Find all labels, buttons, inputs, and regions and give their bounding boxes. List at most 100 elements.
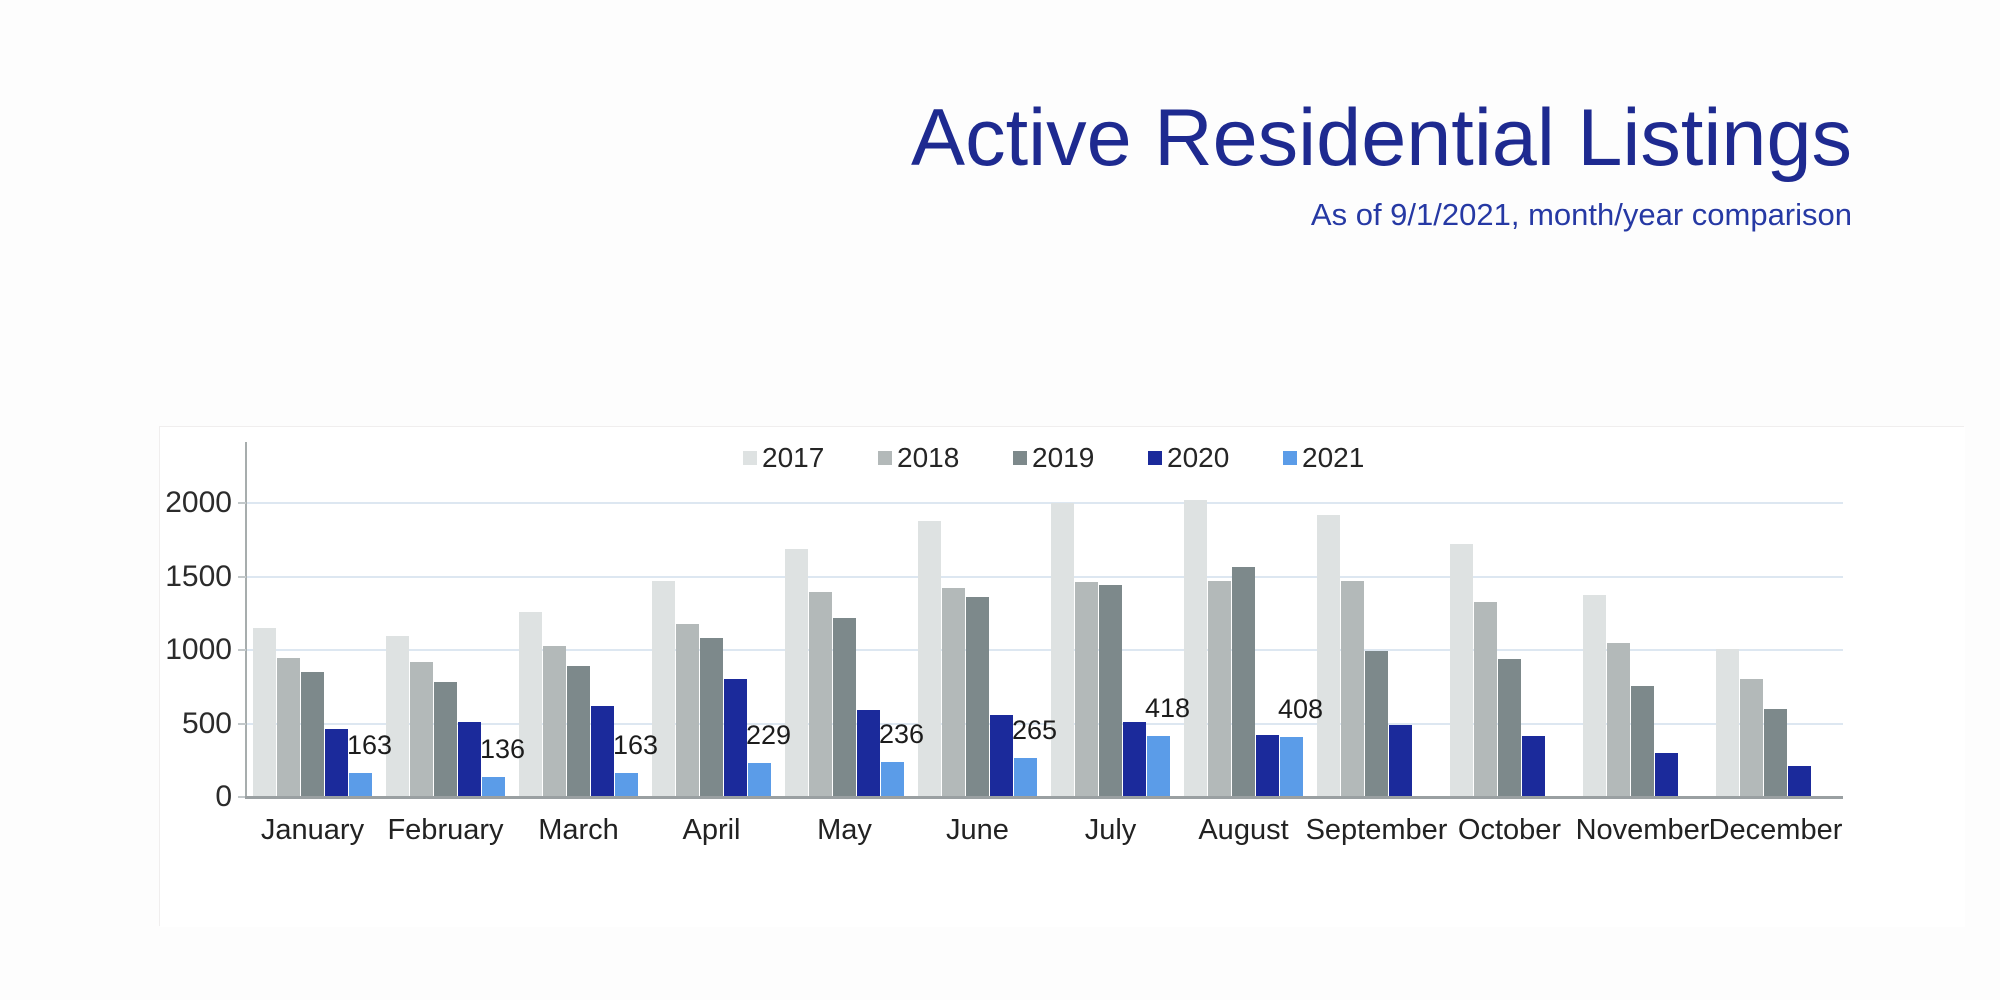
bar-2020-march <box>591 706 614 797</box>
bar-2020-november <box>1655 753 1678 797</box>
bar-2020-june <box>990 715 1013 797</box>
x-axis-label-february: February <box>387 814 504 846</box>
bar-2020-february <box>458 722 481 797</box>
legend-swatch-2017 <box>743 451 757 465</box>
gridline-2000 <box>247 502 1843 504</box>
bar-2017-august <box>1184 500 1207 797</box>
x-axis-label-september: September <box>1305 814 1448 846</box>
gridline-1500 <box>247 575 1843 578</box>
x-axis-line <box>245 796 1843 799</box>
bar-2021-april <box>748 763 771 797</box>
bar-2018-august <box>1208 581 1231 797</box>
x-axis-label-june: June <box>946 814 1009 846</box>
x-axis-label-may: May <box>817 814 872 846</box>
legend-item-2017: 2017 <box>743 442 825 473</box>
x-axis-label-march: March <box>538 814 619 846</box>
bar-2020-april <box>724 679 747 797</box>
bar-2020-january <box>325 729 348 797</box>
legend-item-2021: 2021 <box>1283 442 1365 473</box>
y-tick-1000 <box>238 649 246 651</box>
x-axis-label-october: October <box>1457 814 1562 846</box>
bar-2019-september <box>1365 651 1388 797</box>
x-axis-label-december: December <box>1708 814 1843 846</box>
legend-swatch-2018 <box>878 451 892 465</box>
bar-2019-june <box>966 597 989 797</box>
y-tick-1500 <box>238 575 246 578</box>
y-tick-500 <box>238 722 246 725</box>
y-tick-0 <box>238 796 246 798</box>
data-label-2021-february: 136 <box>480 734 526 764</box>
bar-2021-july <box>1147 736 1170 797</box>
data-label-2021-july: 418 <box>1145 693 1191 723</box>
bar-2020-august <box>1256 735 1279 797</box>
bar-2020-december <box>1788 766 1811 797</box>
y-axis-label-2000: 2000 <box>165 486 232 519</box>
bar-2020-october <box>1522 736 1545 797</box>
bar-2019-november <box>1631 686 1654 797</box>
x-axis-label-april: April <box>682 814 741 846</box>
bar-2018-september <box>1341 581 1364 797</box>
bar-2017-june <box>918 521 941 797</box>
bar-2019-december <box>1764 709 1787 797</box>
data-label-2021-june: 265 <box>1012 715 1058 745</box>
bar-2017-september <box>1317 515 1340 797</box>
bar-2017-july <box>1051 503 1074 797</box>
bar-2019-august <box>1232 567 1255 797</box>
bar-2020-september <box>1389 725 1412 797</box>
legend-swatch-2021 <box>1283 451 1297 465</box>
bar-2017-may <box>785 549 808 797</box>
bar-2019-october <box>1498 659 1521 797</box>
data-label-2021-march: 163 <box>613 730 659 760</box>
bar-2017-january <box>253 628 276 797</box>
bar-2017-december <box>1716 649 1739 797</box>
bar-2018-march <box>543 646 566 797</box>
y-tick-2000 <box>238 502 246 504</box>
legend-label-2018: 2018 <box>897 442 960 473</box>
bar-2021-may <box>881 762 904 797</box>
legend-item-2018: 2018 <box>878 442 960 473</box>
bar-2018-november <box>1607 643 1630 797</box>
bar-2018-july <box>1075 582 1098 797</box>
data-label-2021-may: 236 <box>879 719 925 749</box>
legend-label-2020: 2020 <box>1167 442 1230 473</box>
legend-item-2019: 2019 <box>1013 442 1095 473</box>
bar-2019-march <box>567 666 590 797</box>
bar-2019-april <box>700 638 723 797</box>
title-block: Active Residential Listings As of 9/1/20… <box>911 98 1852 233</box>
bar-2020-may <box>857 710 880 797</box>
data-label-2021-august: 408 <box>1278 694 1324 724</box>
bar-2018-april <box>676 624 699 797</box>
data-label-2021-january: 163 <box>347 730 393 760</box>
bar-2018-may <box>809 592 832 797</box>
bar-2017-october <box>1450 544 1473 797</box>
page-subtitle: As of 9/1/2021, month/year comparison <box>1310 197 1852 232</box>
bar-2018-december <box>1740 679 1763 797</box>
bar-2019-february <box>434 682 457 797</box>
y-axis-label-0: 0 <box>215 780 232 813</box>
bar-2021-august <box>1280 737 1303 797</box>
bar-2021-june <box>1014 758 1037 797</box>
y-axis-label-1000: 1000 <box>165 633 232 666</box>
page-title: Active Residential Listings <box>911 93 1852 183</box>
y-axis-label-500: 500 <box>181 706 232 740</box>
bar-2021-february <box>482 777 505 797</box>
gridline-1000 <box>247 649 1843 651</box>
legend-swatch-2019 <box>1013 451 1027 465</box>
legend-label-2019: 2019 <box>1032 442 1095 473</box>
x-axis-label-july: July <box>1084 814 1137 846</box>
y-axis-label-1500: 1500 <box>165 559 232 593</box>
bar-2017-april <box>652 581 675 797</box>
legend-label-2021: 2021 <box>1302 442 1365 473</box>
bar-2018-february <box>410 662 433 797</box>
bar-2021-january <box>349 773 372 797</box>
bar-2021-march <box>615 773 638 797</box>
legend-label-2017: 2017 <box>762 442 825 473</box>
bar-2017-november <box>1583 595 1606 797</box>
x-axis-label-january: January <box>260 814 365 846</box>
bar-2018-october <box>1474 602 1497 797</box>
bar-2018-june <box>942 588 965 797</box>
bar-2019-may <box>833 618 856 797</box>
legend-swatch-2020 <box>1148 451 1162 465</box>
bar-2017-february <box>386 636 409 797</box>
